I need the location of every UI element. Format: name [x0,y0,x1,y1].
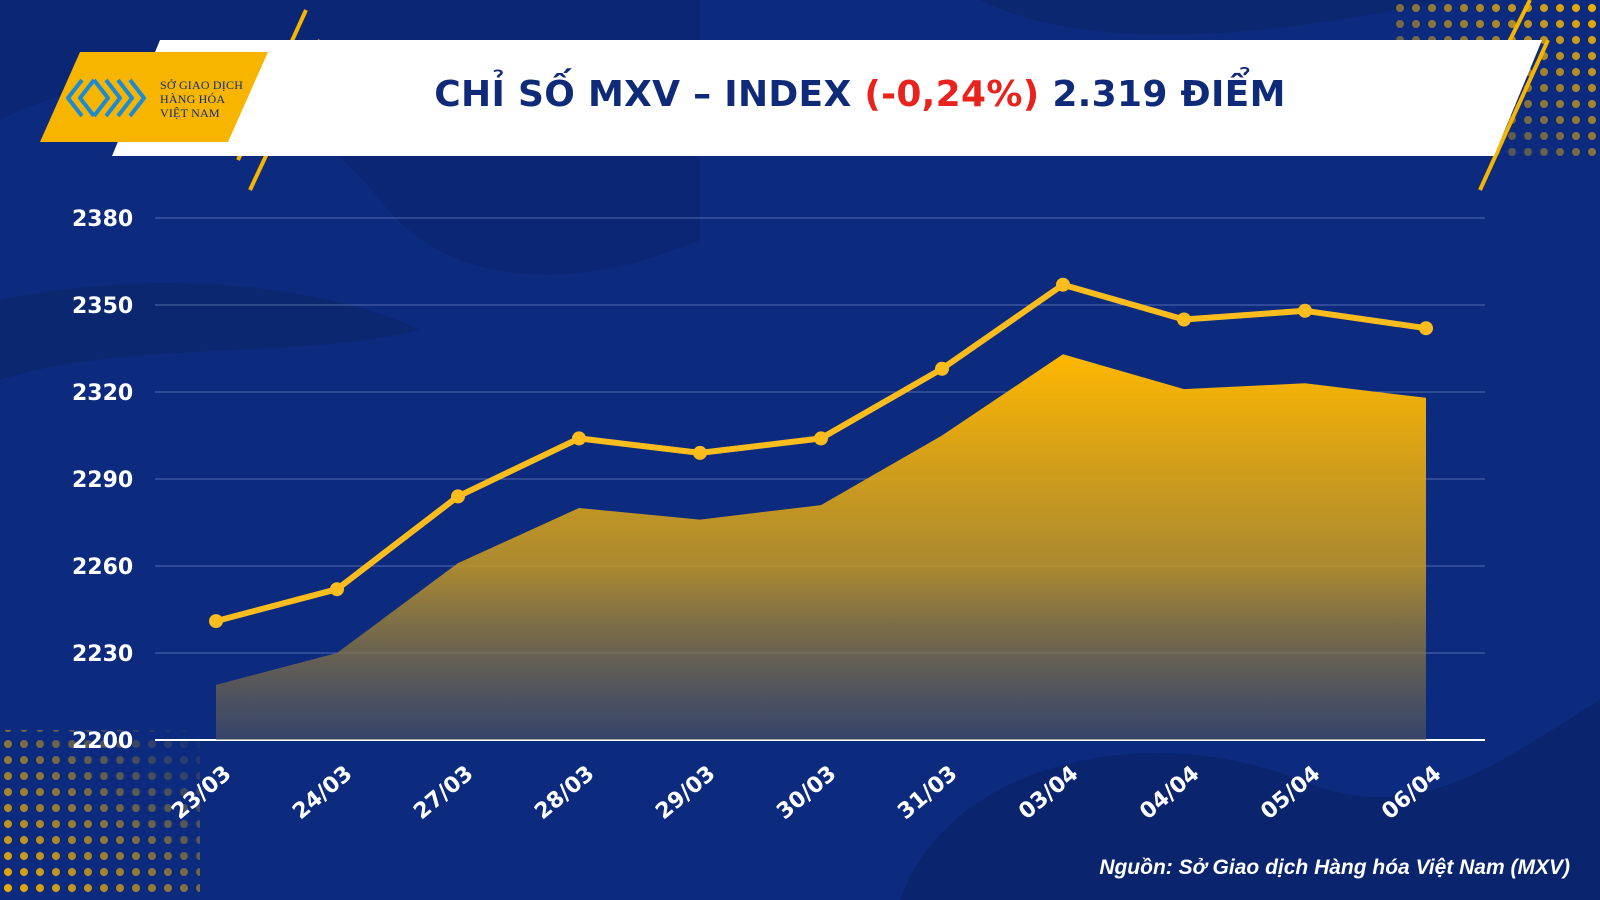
x-tick-label: 04/04 [1135,761,1204,825]
data-point [1298,303,1312,318]
title-prefix: CHỈ SỐ MXV – INDEX [434,74,865,115]
logo-line: SỞ GIAO DỊCH [160,78,244,92]
logo-line: VIỆT NAM [160,106,220,120]
title-suffix: 2.319 ĐIỂM [1039,74,1286,115]
area-fill [216,354,1426,740]
data-point [330,582,344,597]
x-tick-label: 27/03 [409,761,478,825]
x-tick-label: 23/03 [167,761,236,825]
logo-text: SỞ GIAO DỊCH HÀNG HÓA VIỆT NAM [160,78,260,120]
y-tick-label: 2320 [72,381,133,406]
x-tick-label: 03/04 [1014,761,1083,825]
mxv-logo-icon [66,78,146,118]
data-point [1177,312,1191,327]
data-point [209,614,223,629]
data-point [1056,277,1070,292]
title-change: (-0,24%) [864,74,1040,115]
x-tick-label: 28/03 [530,761,599,825]
logo-line: HÀNG HÓA [160,92,226,106]
dot-pattern-bottom-left [0,730,200,900]
title-banner [112,40,1542,156]
x-tick-label: 05/04 [1256,761,1325,825]
data-point [814,431,828,446]
x-tick-label: 29/03 [651,761,720,825]
data-point [935,361,949,376]
x-tick-label: 24/03 [288,761,357,825]
x-tick-label: 06/04 [1377,761,1446,825]
logo-box [40,52,268,142]
x-tick-label: 31/03 [893,761,962,825]
y-tick-label: 2380 [72,207,133,232]
y-tick-label: 2200 [72,729,133,754]
y-tick-label: 2260 [72,555,133,580]
x-tick-label: 30/03 [772,761,841,825]
data-point [451,489,465,504]
y-tick-label: 2290 [72,468,133,493]
data-point [693,445,707,460]
y-tick-label: 2350 [72,294,133,319]
page-title: CHỈ SỐ MXV – INDEX (-0,24%) 2.319 ĐIỂM [300,74,1420,115]
data-point [1419,321,1433,336]
source-note: Nguồn: Sở Giao dịch Hàng hóa Việt Nam (M… [1099,856,1570,879]
y-tick-label: 2230 [72,642,133,667]
data-point [572,431,586,446]
accent-stripe [1478,39,1550,191]
